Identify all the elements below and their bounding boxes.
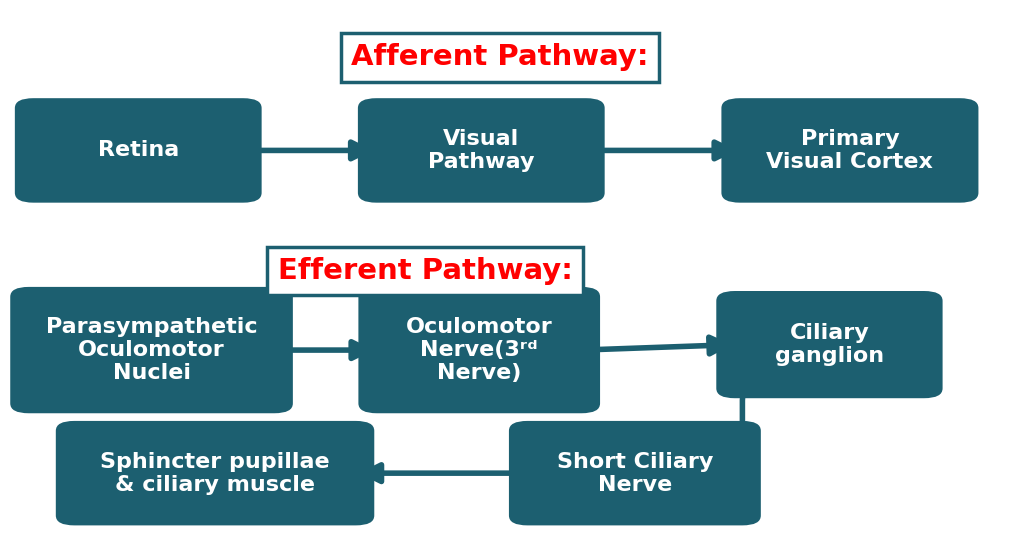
Text: Retina: Retina [97, 141, 179, 160]
FancyBboxPatch shape [509, 421, 761, 525]
Text: Visual
Pathway: Visual Pathway [428, 129, 535, 172]
Text: Ciliary
ganglion: Ciliary ganglion [775, 323, 884, 366]
Text: Afferent Pathway:: Afferent Pathway: [351, 43, 648, 72]
FancyBboxPatch shape [721, 98, 978, 203]
Text: Primary
Visual Cortex: Primary Visual Cortex [767, 129, 933, 172]
Text: Oculomotor
Nerve(3ʳᵈ
Nerve): Oculomotor Nerve(3ʳᵈ Nerve) [406, 317, 553, 383]
Text: Parasympathetic
Oculomotor
Nuclei: Parasympathetic Oculomotor Nuclei [46, 317, 257, 383]
Text: Sphincter pupillae
& ciliary muscle: Sphincter pupillae & ciliary muscle [100, 452, 330, 494]
FancyBboxPatch shape [55, 421, 375, 525]
FancyBboxPatch shape [15, 98, 262, 203]
FancyBboxPatch shape [10, 287, 293, 414]
FancyBboxPatch shape [358, 98, 604, 203]
FancyBboxPatch shape [717, 291, 942, 398]
Text: Short Ciliary
Nerve: Short Ciliary Nerve [557, 452, 713, 494]
FancyBboxPatch shape [358, 287, 600, 414]
Text: Efferent Pathway:: Efferent Pathway: [278, 257, 572, 285]
